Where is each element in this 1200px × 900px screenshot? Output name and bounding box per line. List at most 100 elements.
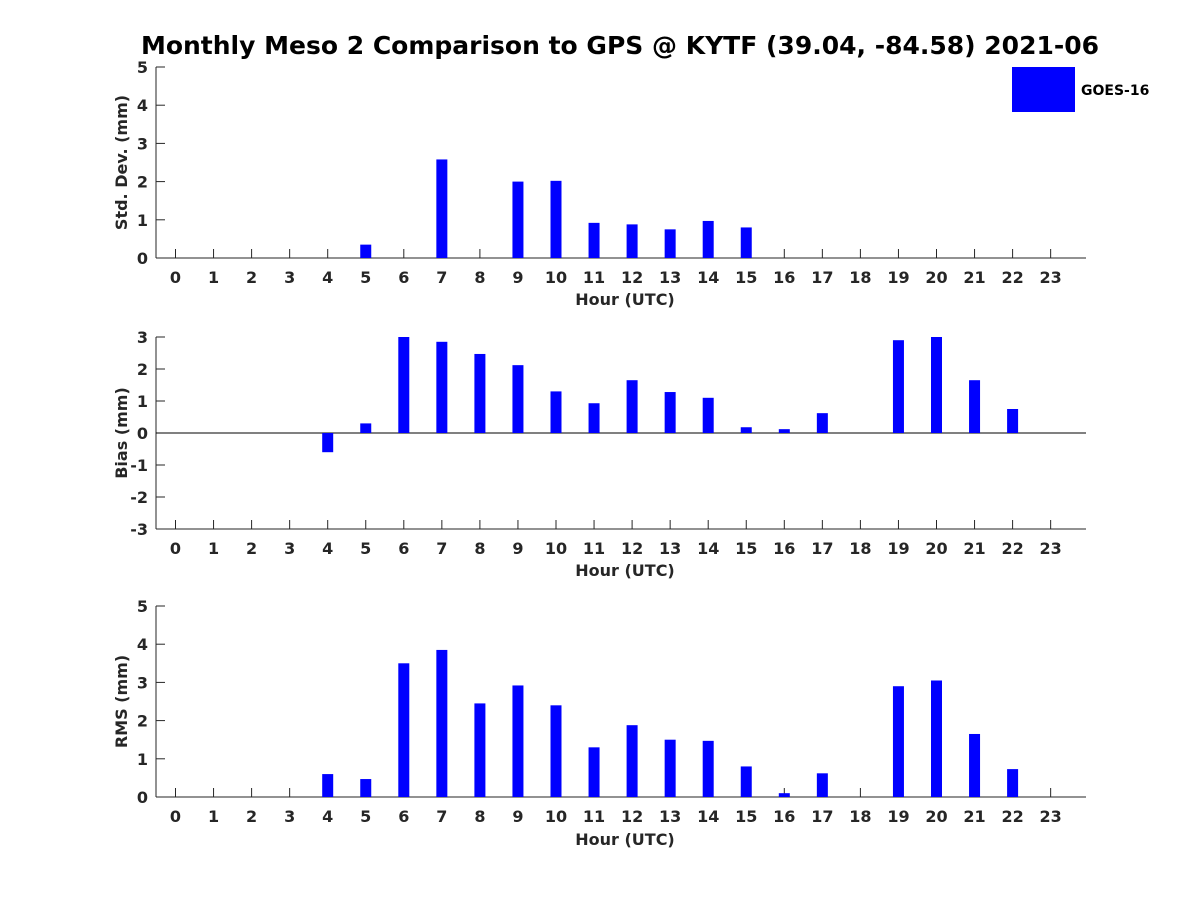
rms-bar	[360, 779, 372, 797]
rms-bar	[931, 680, 942, 797]
stddev-xtick-label: 2	[246, 268, 257, 287]
rms-xtick-label: 10	[545, 807, 567, 826]
rms-bar	[1007, 769, 1019, 797]
bias-ytick-label: 0	[137, 424, 148, 443]
rms-xtick-label: 11	[583, 807, 605, 826]
stddev-xtick-label: 0	[170, 268, 181, 287]
rms-xtick-label: 23	[1040, 807, 1062, 826]
bias-xtick-label: 5	[360, 539, 371, 558]
rms-xtick-label: 7	[436, 807, 447, 826]
rms-xlabel: Hour (UTC)	[575, 830, 675, 849]
bias-xtick-label: 15	[735, 539, 757, 558]
rms-xtick-label: 19	[887, 807, 909, 826]
stddev-xtick-label: 1	[208, 268, 219, 287]
rms-bar	[892, 686, 904, 797]
rms-bar	[474, 703, 486, 797]
bias-ytick-label: -1	[130, 456, 148, 475]
stddev-xtick-label: 15	[735, 268, 757, 287]
bias-xtick-label: 18	[849, 539, 871, 558]
stddev-xtick-label: 19	[887, 268, 909, 287]
stddev-bar	[512, 181, 524, 258]
stddev-xtick-label: 14	[697, 268, 719, 287]
stddev-ytick-label: 4	[137, 96, 148, 115]
rms-ylabel: RMS (mm)	[112, 655, 131, 748]
rms-xtick-label: 17	[811, 807, 833, 826]
rms-bar	[322, 774, 334, 797]
stddev-ytick-label: 3	[137, 134, 148, 153]
stddev-xtick-label: 6	[398, 268, 409, 287]
bias-ytick-label: 3	[137, 328, 148, 347]
stddev-xtick-label: 8	[474, 268, 485, 287]
bias-xtick-label: 20	[925, 539, 947, 558]
bias-bar	[778, 429, 790, 433]
legend-label: GOES-16	[1081, 83, 1149, 99]
stddev-ytick-label: 2	[137, 173, 148, 192]
stddev-xtick-label: 16	[773, 268, 795, 287]
bias-xtick-label: 22	[1001, 539, 1023, 558]
bias-xtick-label: 9	[512, 539, 523, 558]
stddev-xtick-label: 12	[621, 268, 643, 287]
rms-xtick-label: 3	[284, 807, 295, 826]
rms-xtick-label: 9	[512, 807, 523, 826]
stddev-xtick-label: 11	[583, 268, 605, 287]
bias-bar	[816, 413, 828, 433]
stddev-bar	[664, 229, 676, 258]
bias-xtick-label: 1	[208, 539, 219, 558]
bias-xtick-label: 2	[246, 539, 257, 558]
stddev-xtick-label: 5	[360, 268, 371, 287]
rms-ytick-label: 4	[137, 635, 148, 654]
rms-xtick-label: 15	[735, 807, 757, 826]
rms-ytick-label: 1	[137, 750, 148, 769]
stddev-xtick-label: 4	[322, 268, 333, 287]
stddev-ytick-label: 0	[137, 249, 148, 268]
bias-ytick-label: -3	[130, 520, 148, 539]
rms-bar	[512, 685, 524, 797]
stddev-xtick-label: 3	[284, 268, 295, 287]
stddev-ytick-label: 1	[137, 211, 148, 230]
bias-bar	[664, 392, 676, 433]
bias-bar	[550, 391, 562, 433]
stddev-ytick-label: 5	[137, 58, 148, 77]
stddev-xtick-label: 7	[436, 268, 447, 287]
rms-bar	[778, 793, 790, 797]
bias-xtick-label: 11	[583, 539, 605, 558]
stddev-xtick-label: 21	[963, 268, 985, 287]
bias-ytick-label: 1	[137, 392, 148, 411]
rms-bar	[550, 705, 562, 797]
rms-xtick-label: 14	[697, 807, 719, 826]
rms-xtick-label: 5	[360, 807, 371, 826]
bias-ytick-label: 2	[137, 360, 148, 379]
rms-bar	[969, 733, 981, 797]
stddev-bar	[436, 159, 448, 258]
bias-ytick-label: -2	[130, 488, 148, 507]
bias-bar	[322, 433, 334, 453]
rms-bar	[436, 649, 448, 797]
stddev-bar	[588, 222, 600, 258]
rms-xtick-label: 13	[659, 807, 681, 826]
bias-xtick-label: 12	[621, 539, 643, 558]
bias-bar	[626, 380, 638, 433]
rms-xtick-label: 1	[208, 807, 219, 826]
stddev-ylabel: Std. Dev. (mm)	[112, 95, 131, 230]
bias-xlabel: Hour (UTC)	[575, 561, 675, 580]
bias-bar	[474, 353, 486, 433]
rms-bar	[702, 740, 714, 797]
bias-xtick-label: 7	[436, 539, 447, 558]
stddev-bar	[550, 180, 562, 258]
bias-xtick-label: 16	[773, 539, 795, 558]
rms-xtick-label: 20	[925, 807, 947, 826]
rms-ytick-label: 5	[137, 597, 148, 616]
bias-xtick-label: 14	[697, 539, 719, 558]
bias-ylabel: Bias (mm)	[112, 387, 131, 479]
legend: GOES-16	[1012, 67, 1149, 112]
bias-xtick-label: 0	[170, 539, 181, 558]
bias-bar	[588, 403, 600, 433]
bias-xtick-label: 21	[963, 539, 985, 558]
bias-xtick-label: 4	[322, 539, 333, 558]
bias-xtick-label: 23	[1040, 539, 1062, 558]
bias-bar	[892, 340, 904, 433]
rms-ytick-label: 2	[137, 712, 148, 731]
